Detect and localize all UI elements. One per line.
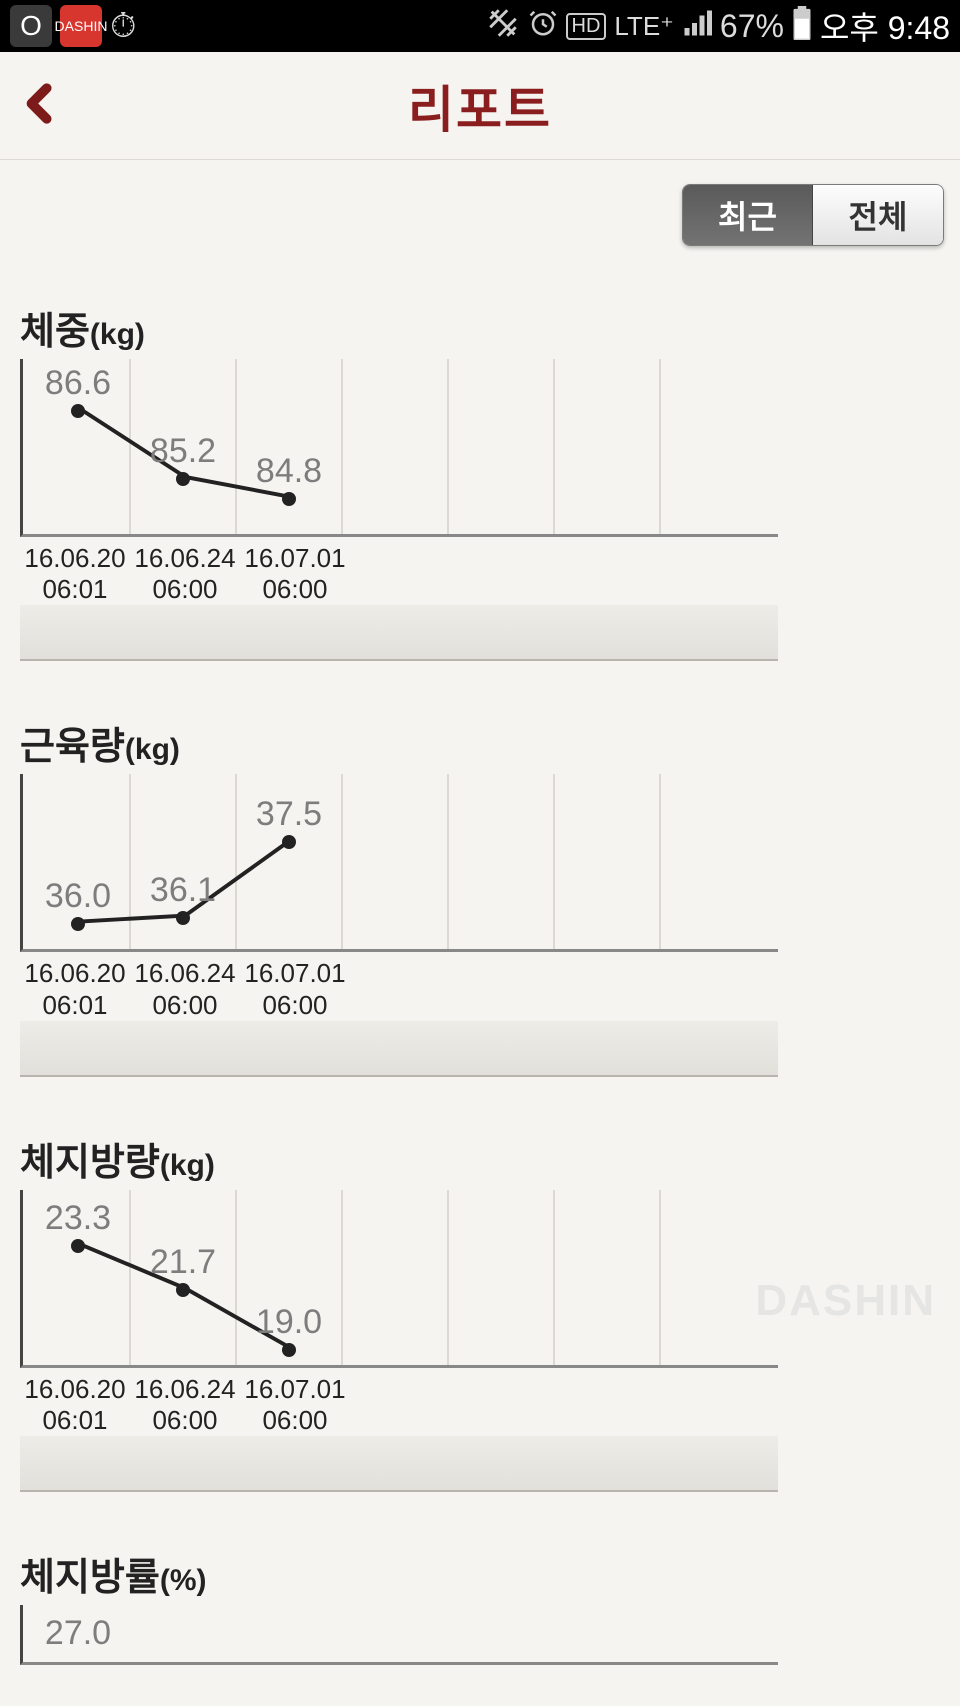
- carrier-icon: O: [10, 5, 52, 47]
- status-alarm-icon: [528, 8, 558, 45]
- status-bar-left: O DASHIN ⏱: [10, 5, 137, 47]
- x-tick-label: 16.07.0106:00: [240, 1374, 350, 1436]
- x-tick-label: 16.06.2006:01: [20, 543, 130, 605]
- muscle-axis-band: [20, 1021, 778, 1077]
- chart-point-label: 85.2: [150, 432, 216, 471]
- fatpct-section: 체지방률(%) 27.0: [0, 1546, 960, 1665]
- weight-chart: 86.6 85.2 84.8: [20, 359, 778, 537]
- fatmass-chart: 23.3 21.7 19.0: [20, 1190, 778, 1368]
- chart-point-label: 36.1: [150, 872, 216, 911]
- fatpct-title: 체지방률(%): [20, 1546, 940, 1601]
- network-label: LTE⁺: [614, 11, 673, 42]
- fatmass-title: 체지방량(kg): [20, 1131, 940, 1186]
- chart-point: [176, 1283, 190, 1297]
- page-title: 리포트: [408, 70, 552, 142]
- status-bar: O DASHIN ⏱ HD LTE⁺ 67% 오후 9:48: [0, 0, 960, 52]
- x-tick-label: 16.06.2406:00: [130, 1374, 240, 1436]
- chart-point: [282, 1343, 296, 1357]
- range-toggle: 최근 전체: [0, 160, 960, 246]
- chart-point-label: 21.7: [150, 1243, 216, 1282]
- chart-point-label: 36.0: [45, 878, 111, 917]
- chart-point-label: 23.3: [45, 1199, 111, 1238]
- muscle-title: 근육량(kg): [20, 715, 940, 770]
- chart-point: [71, 1239, 85, 1253]
- weight-section: 체중(kg) 86.6 85.2 84.8 16.06.2006:0116.06.2…: [0, 300, 960, 661]
- vibrate-icon: [486, 6, 520, 47]
- muscle-chart: 36.0 36.1 37.5: [20, 774, 778, 952]
- chart-point: [176, 472, 190, 486]
- muscle-x-axis: 16.06.2006:0116.06.2406:0016.07.0106:00: [20, 958, 778, 1020]
- chart-point-label: 19.0: [256, 1303, 322, 1342]
- status-bar-right: HD LTE⁺ 67% 오후 9:48: [486, 3, 950, 49]
- chart-point-label: 37.5: [256, 796, 322, 835]
- fatpct-point-label: 27.0: [45, 1614, 111, 1653]
- chart-point: [282, 492, 296, 506]
- fatpct-chart: 27.0: [20, 1605, 778, 1665]
- x-tick-label: 16.06.2406:00: [130, 543, 240, 605]
- fatmass-axis-band: [20, 1436, 778, 1492]
- signal-icon: [682, 8, 712, 45]
- chart-point-label: 84.8: [256, 452, 322, 491]
- range-all-tab[interactable]: 전체: [813, 185, 943, 245]
- dashin-app-icon: DASHIN: [60, 5, 102, 47]
- range-recent-tab[interactable]: 최근: [683, 185, 813, 245]
- x-tick-label: 16.06.2006:01: [20, 958, 130, 1020]
- chart-point-label: 86.6: [45, 364, 111, 403]
- clock-text: 오후 9:48: [820, 3, 950, 49]
- fatmass-x-axis: 16.06.2006:0116.06.2406:0016.07.0106:00: [20, 1374, 778, 1436]
- chart-point: [71, 917, 85, 931]
- x-tick-label: 16.07.0106:00: [240, 958, 350, 1020]
- hd-icon: HD: [566, 13, 607, 40]
- x-tick-label: 16.07.0106:00: [240, 543, 350, 605]
- back-button[interactable]: [18, 80, 64, 131]
- battery-percent: 67%: [720, 8, 784, 45]
- alarm-icon: ⏱: [110, 7, 137, 46]
- chart-point: [71, 404, 85, 418]
- fatmass-section: 체지방량(kg) 23.3 21.7 19.0 16.06.2006:0116.06…: [0, 1131, 960, 1492]
- weight-axis-band: [20, 605, 778, 661]
- app-header: 리포트: [0, 52, 960, 160]
- chart-point: [282, 835, 296, 849]
- x-tick-label: 16.06.2006:01: [20, 1374, 130, 1436]
- weight-title: 체중(kg): [20, 300, 940, 355]
- weight-x-axis: 16.06.2006:0116.06.2406:0016.07.0106:00: [20, 543, 778, 605]
- muscle-section: 근육량(kg) 36.0 36.1 37.5 16.06.2006:0116.06.…: [0, 715, 960, 1076]
- chart-point: [176, 911, 190, 925]
- x-tick-label: 16.06.2406:00: [130, 958, 240, 1020]
- battery-icon: [792, 6, 812, 47]
